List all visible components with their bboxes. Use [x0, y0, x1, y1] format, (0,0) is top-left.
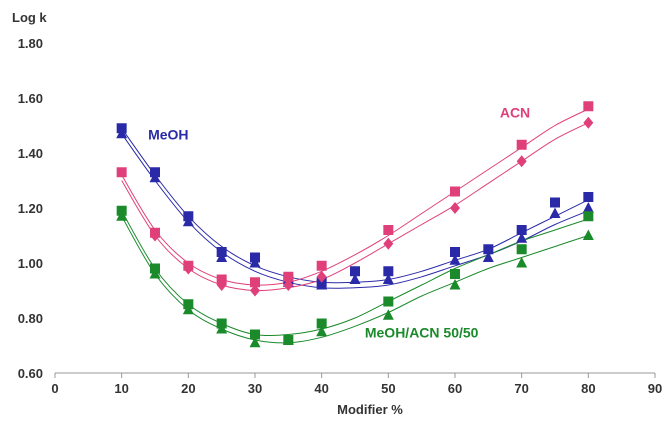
data-point-square — [316, 260, 327, 271]
y-tick-label: 0.80 — [18, 311, 43, 326]
fit-curves — [121, 108, 589, 344]
data-point-triangle — [349, 273, 361, 284]
data-point-square — [450, 247, 460, 257]
data-point-diamond — [516, 155, 527, 168]
annotation-label: ACN — [500, 104, 530, 120]
data-point-square — [383, 266, 394, 277]
data-point-square — [250, 329, 260, 340]
data-point-diamond — [450, 202, 460, 214]
data-point-square — [250, 277, 260, 288]
data-point-triangle — [382, 273, 394, 284]
y-tick-label: 1.00 — [18, 256, 43, 271]
data-point-triangle — [316, 325, 328, 337]
fit-curve-3 — [121, 122, 589, 292]
data-point-triangle — [316, 279, 328, 290]
x-tick-label: 70 — [514, 381, 528, 396]
data-point-diamond — [383, 237, 394, 250]
data-point-triangle — [482, 251, 494, 262]
data-point-square — [383, 225, 394, 235]
data-point-square — [583, 192, 594, 202]
y-tick-label: 1.80 — [18, 36, 43, 51]
data-point-triangle — [549, 207, 561, 218]
axes: 0 10 20 30 40 50 60 70 80 90 0.60 0.80 1.00 1.20 1.40 1… — [18, 36, 663, 396]
y-tick-label: 1.20 — [18, 201, 43, 216]
data-point-triangle — [582, 229, 594, 240]
data-point-triangle — [149, 268, 161, 279]
data-point-triangle — [249, 257, 261, 268]
data-point-triangle — [516, 232, 528, 243]
data-point-diamond — [583, 116, 594, 129]
data-point-square — [516, 139, 527, 150]
data-markers — [116, 101, 594, 348]
data-point-triangle — [182, 215, 194, 227]
data-point-triangle — [282, 334, 294, 345]
data-point-square — [450, 269, 460, 279]
fit-curve-2 — [121, 108, 589, 286]
data-point-diamond — [250, 284, 260, 297]
y-tick-label: 1.60 — [18, 91, 43, 106]
fit-curve-0 — [121, 128, 589, 284]
x-tick-label: 30 — [248, 381, 262, 396]
data-point-square — [483, 244, 494, 255]
data-point-triangle — [116, 127, 128, 139]
x-tick-label: 10 — [114, 381, 128, 396]
data-point-diamond — [183, 262, 194, 275]
x-tick-label: 50 — [381, 381, 395, 396]
x-tick-label: 80 — [581, 381, 595, 396]
data-point-square — [450, 186, 460, 197]
data-point-triangle — [149, 171, 161, 183]
data-point-triangle — [249, 336, 261, 348]
data-point-square — [350, 266, 360, 277]
data-point-square — [583, 101, 594, 112]
data-point-square — [583, 211, 594, 222]
x-tick-label: 90 — [648, 381, 662, 396]
data-point-square — [116, 167, 127, 178]
fit-curve-5 — [121, 216, 589, 344]
y-tick-label: 0.60 — [18, 366, 43, 381]
data-point-square — [316, 318, 327, 329]
y-axis-label: Log k — [12, 10, 47, 25]
data-point-square — [283, 271, 294, 282]
data-point-triangle — [216, 323, 228, 334]
annotations: MeOH ACN MeOH/ACN 50/50 — [148, 104, 530, 340]
data-point-triangle — [582, 202, 594, 213]
data-point-triangle — [182, 303, 194, 315]
data-point-square — [516, 225, 527, 235]
data-point-triangle — [516, 257, 528, 268]
data-point-triangle — [216, 251, 228, 262]
data-point-square — [516, 244, 527, 255]
data-point-diamond — [283, 279, 294, 291]
x-axis-label: Modifier % — [337, 402, 403, 417]
data-point-diamond — [150, 229, 160, 242]
annotation-label: MeOH — [148, 126, 188, 142]
data-point-square — [550, 197, 560, 208]
y-tick-label: 1.40 — [18, 146, 43, 161]
data-point-diamond — [316, 270, 327, 283]
x-tick-label: 20 — [181, 381, 195, 396]
fit-curve-4 — [121, 210, 589, 337]
data-point-triangle — [382, 309, 394, 320]
data-point-triangle — [449, 279, 461, 290]
data-point-square — [383, 296, 394, 307]
x-tick-label: 0 — [51, 381, 58, 396]
x-tick-label: 60 — [448, 381, 462, 396]
data-point-triangle — [449, 254, 461, 265]
x-tick-label: 40 — [314, 381, 328, 396]
data-point-diamond — [216, 279, 227, 291]
annotation-label: MeOH/ACN 50/50 — [365, 324, 479, 340]
data-point-triangle — [116, 210, 128, 221]
